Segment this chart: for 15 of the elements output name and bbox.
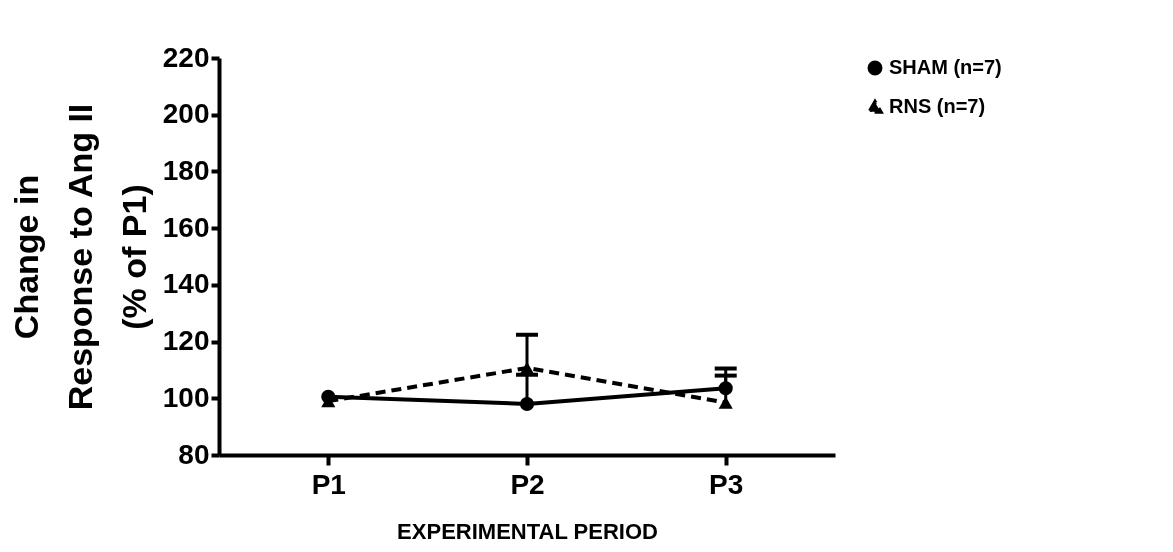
x-tick-label: P2 [510,468,545,500]
y-tick-label: 220 [162,41,210,73]
y-tick-label: 200 [162,98,210,130]
x-axis-title: EXPERIMENTAL PERIOD [397,518,658,544]
y-tick-label: 100 [162,381,210,413]
y-tick-label: 140 [162,268,210,300]
x-tick-label: P1 [311,468,346,500]
legend-label: SHAM (n=7) [889,56,1002,78]
x-tick-label: P3 [709,468,744,500]
y-tick-label: 160 [162,211,210,243]
y-tick-label: 120 [162,325,210,357]
y-tick-label: 80 [178,438,210,470]
legend-label: RNS (n=7) [889,95,986,117]
y-tick-label: 180 [162,154,210,186]
y-axis-title: Change in Response to Ang II (% of P1) [6,103,153,411]
